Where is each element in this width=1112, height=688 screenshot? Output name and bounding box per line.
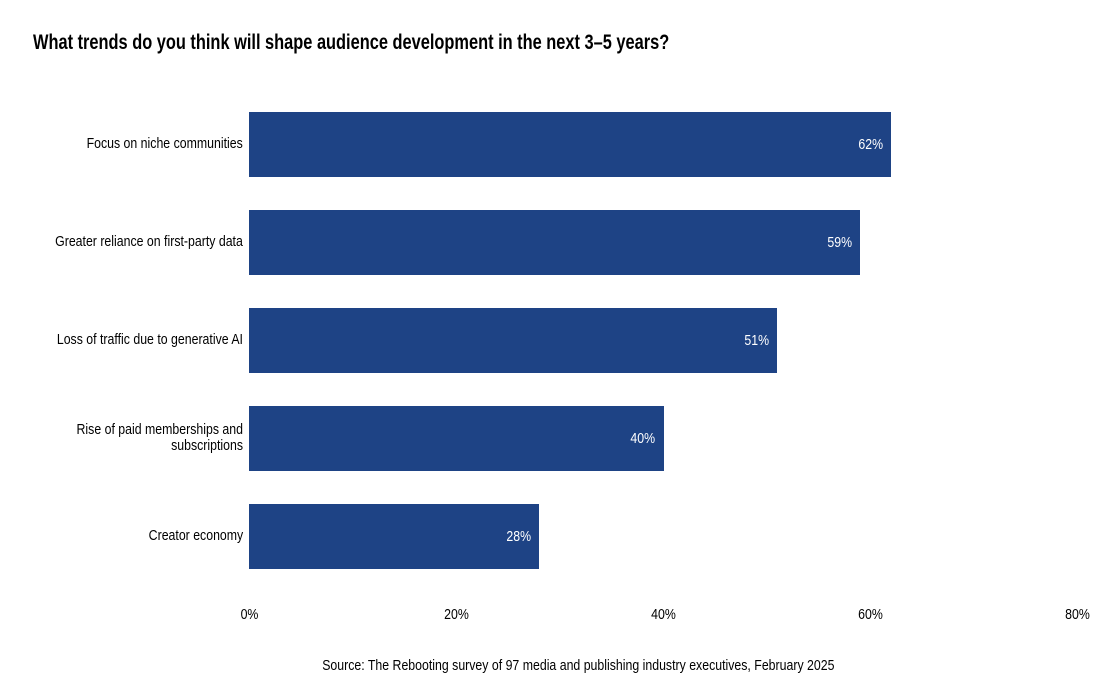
- category-label: Greater reliance on first-party data: [0, 210, 243, 275]
- value-label: 62%: [854, 112, 884, 177]
- x-tick-label: 20%: [414, 607, 498, 624]
- bar: 28%: [249, 504, 540, 569]
- value-label: 51%: [740, 308, 770, 373]
- value-label: 28%: [502, 504, 531, 569]
- category-label-text: Loss of traffic due to generative AI: [56, 331, 243, 348]
- source-note: Source: The Rebooting survey of 97 media…: [22, 658, 1112, 675]
- bar: 62%: [249, 112, 892, 177]
- value-label-text: 51%: [744, 332, 770, 349]
- bar: 51%: [249, 308, 778, 373]
- bar: 59%: [249, 210, 861, 275]
- bar-row: Greater reliance on first-party data 59%: [0, 210, 1112, 275]
- source-note-text: Source: The Rebooting survey of 97 media…: [321, 658, 835, 674]
- category-label: Rise of paid memberships and subscriptio…: [0, 406, 243, 471]
- bar-row: Creator economy 28%: [0, 504, 1112, 569]
- x-tick-label: 60%: [829, 607, 913, 624]
- x-tick-label: 0%: [207, 607, 291, 624]
- value-label-text: 28%: [506, 528, 532, 545]
- chart-title: What trends do you think will shape audi…: [33, 31, 849, 55]
- value-label: 40%: [626, 406, 656, 471]
- x-tick-label: 40%: [622, 607, 706, 624]
- category-label-text: Greater reliance on first-party data: [55, 233, 243, 250]
- category-label: Focus on niche communities: [0, 112, 243, 177]
- category-label: Loss of traffic due to generative AI: [0, 308, 243, 373]
- value-label-text: 40%: [630, 430, 656, 447]
- category-label-text: Creator economy: [148, 527, 243, 544]
- value-label-text: 62%: [858, 136, 884, 153]
- chart-title-text: What trends do you think will shape audi…: [33, 31, 670, 54]
- value-label: 59%: [823, 210, 853, 275]
- bar-row: Loss of traffic due to generative AI 51%: [0, 308, 1112, 373]
- x-tick-label-text: 20%: [443, 607, 469, 623]
- x-tick-label-text: 0%: [240, 607, 258, 623]
- x-tick-label-text: 80%: [1065, 607, 1091, 623]
- category-label-text: Focus on niche communities: [86, 135, 243, 152]
- x-tick-label-text: 40%: [651, 607, 676, 623]
- bar: 40%: [249, 406, 664, 471]
- bar-row: Focus on niche communities 62%: [0, 112, 1112, 177]
- category-label-text: Rise of paid memberships and subscriptio…: [76, 422, 243, 454]
- x-tick-label-text: 60%: [858, 607, 884, 623]
- category-label: Creator economy: [0, 504, 243, 569]
- bar-row: Rise of paid memberships and subscriptio…: [0, 406, 1112, 471]
- value-label-text: 59%: [827, 234, 853, 251]
- x-tick-label: 80%: [1036, 607, 1112, 624]
